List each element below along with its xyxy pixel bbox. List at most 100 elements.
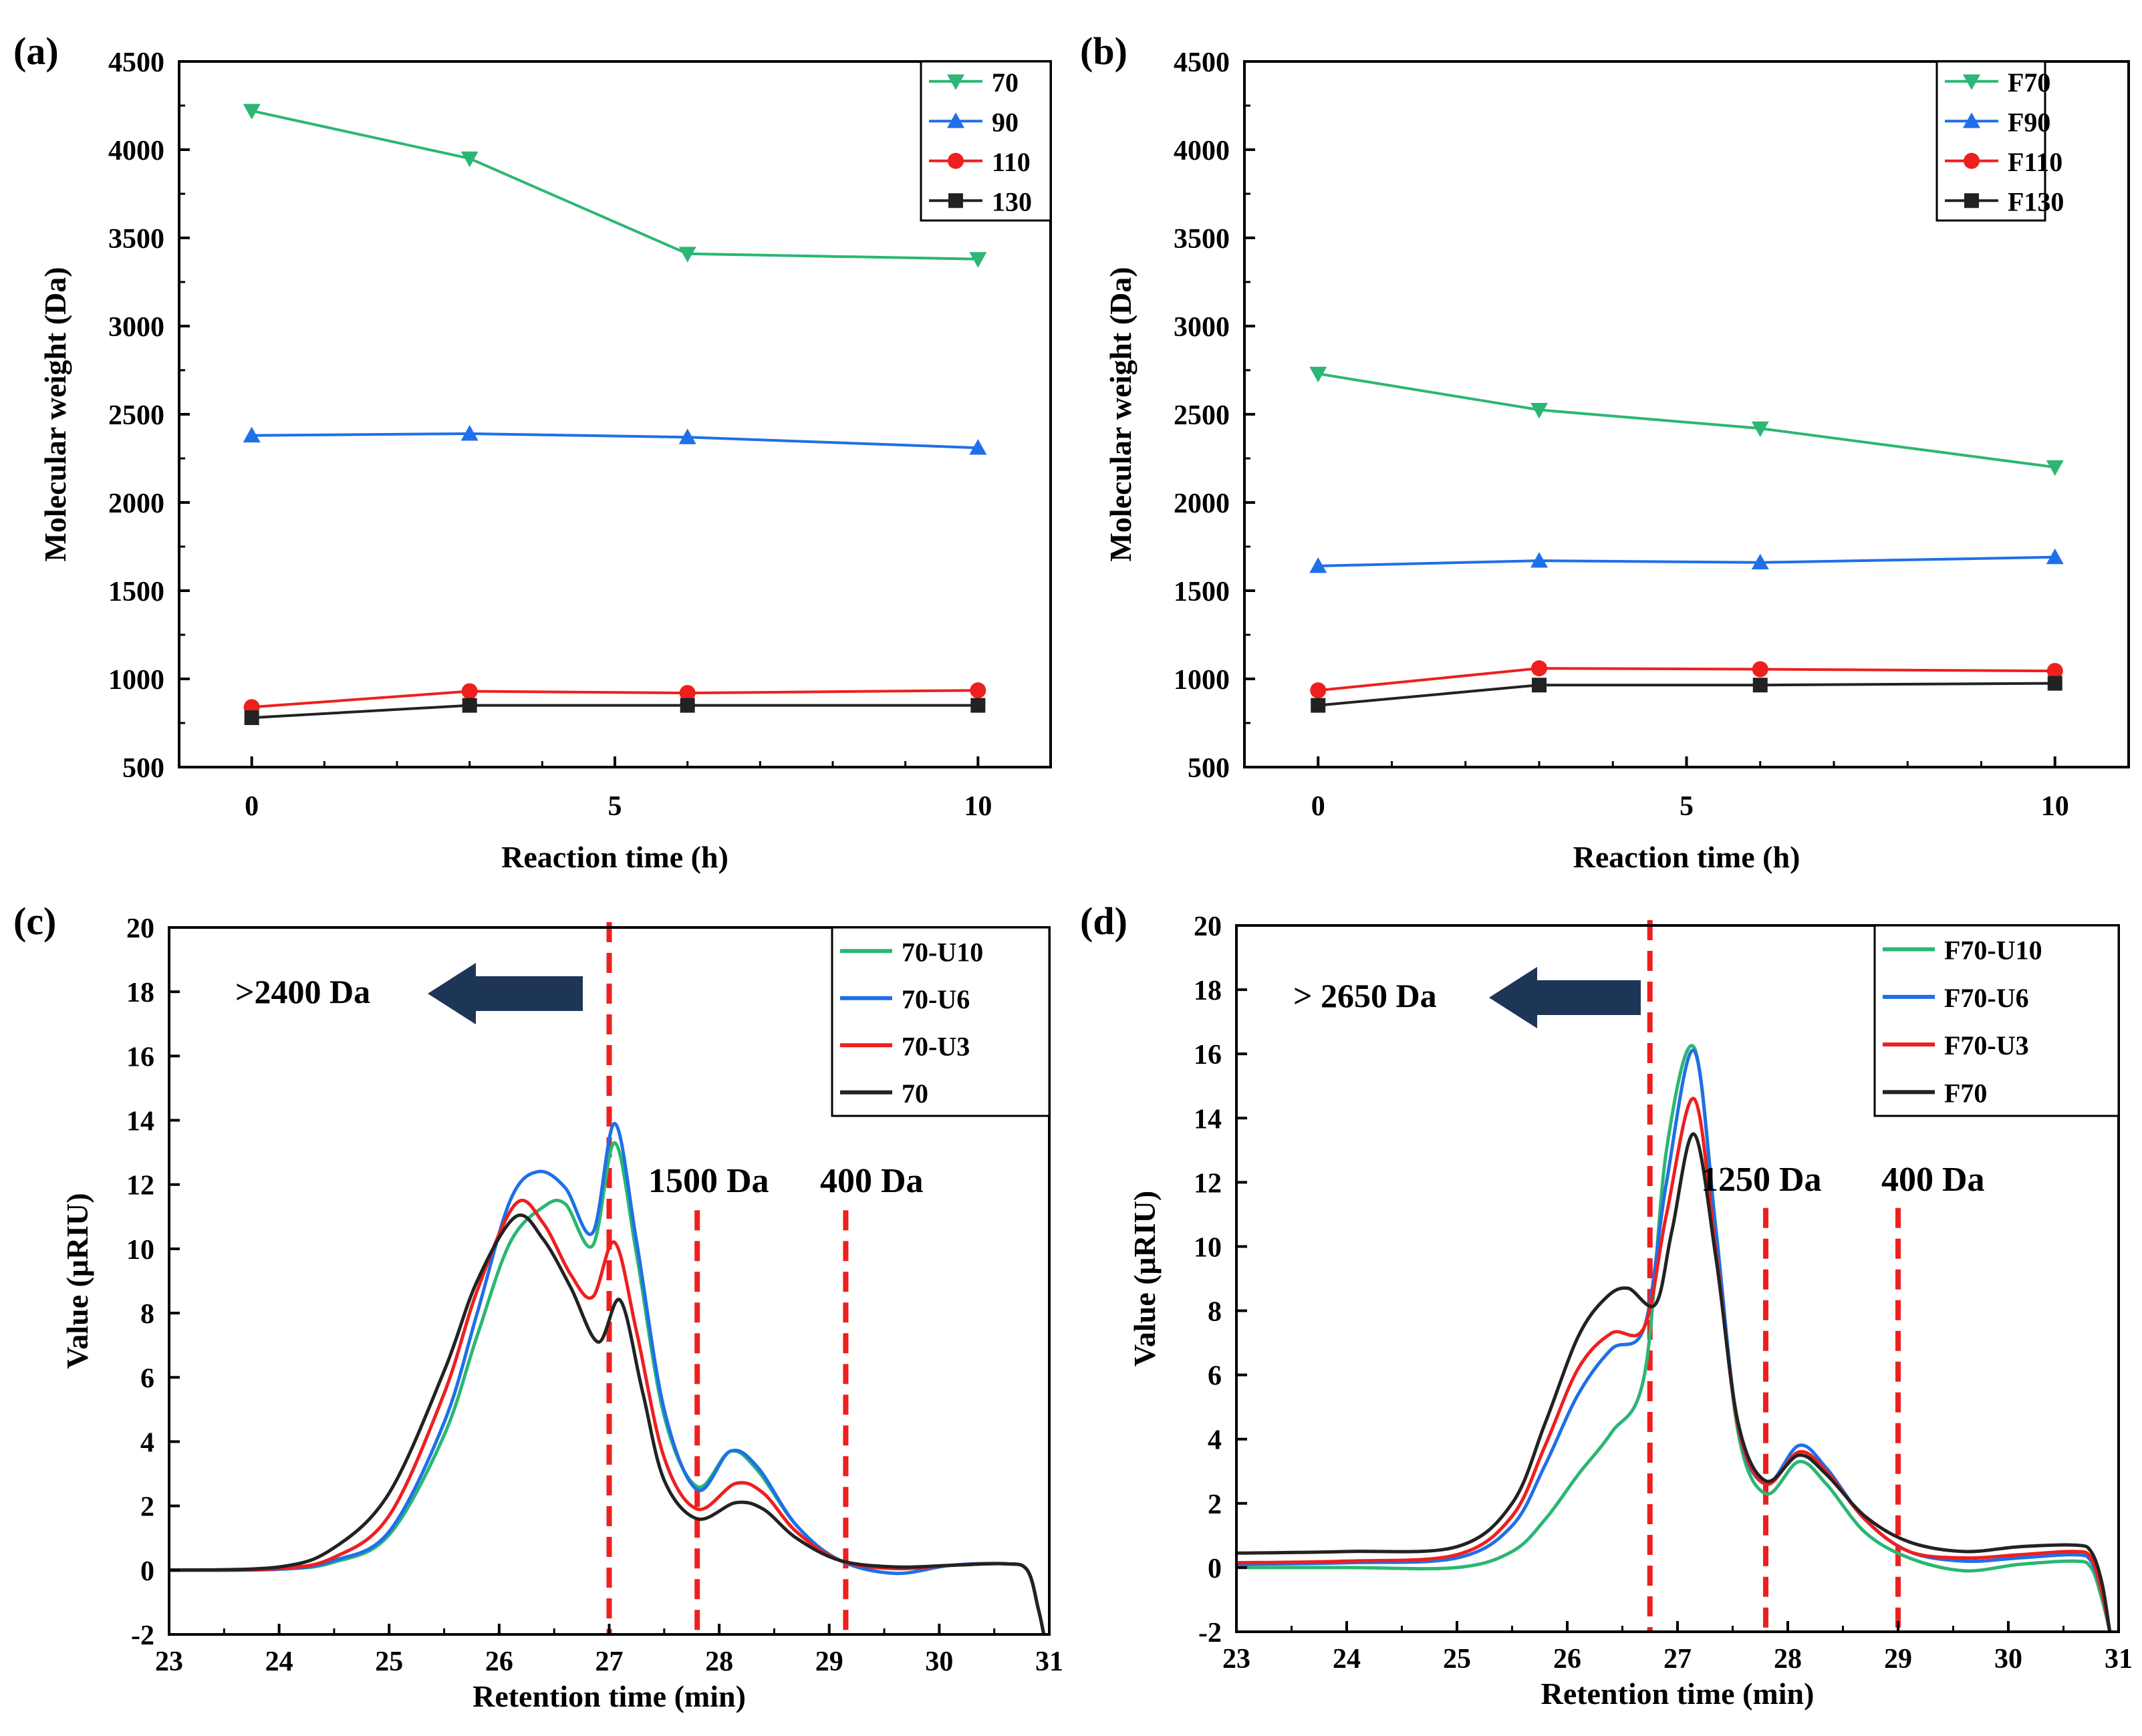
- x-tick-label: 10: [2041, 791, 2069, 822]
- y-tick-label: 6: [140, 1363, 154, 1394]
- plot-frame: [178, 60, 1052, 768]
- data-point: [1532, 678, 1547, 693]
- data-point: [1530, 552, 1548, 568]
- y-tick-label: 6: [1208, 1361, 1222, 1392]
- series-line: [1318, 555, 2055, 567]
- size-annotation: > 2650 Da: [1293, 977, 1437, 1014]
- x-axis-label: Retention time (min): [473, 1679, 746, 1713]
- data-point: [1310, 682, 1327, 699]
- y-axis-label: Molecular weight (Da): [1103, 267, 1137, 561]
- left-arrow-icon: [1489, 967, 1641, 1028]
- series-F110: [1310, 660, 2063, 699]
- y-tick-label: 2000: [1174, 488, 1230, 519]
- legend-label: F110: [2008, 147, 2062, 177]
- series-line: [251, 689, 978, 709]
- y-tick-label: 4: [140, 1427, 154, 1458]
- x-axis-label: Reaction time (h): [1573, 840, 1800, 874]
- legend: F70 F90 F110 F130: [1935, 60, 2064, 222]
- x-tick-label: 23: [1222, 1644, 1250, 1675]
- legend-label: 110: [992, 147, 1031, 177]
- size-annotation: 400 Da: [820, 1162, 924, 1200]
- data-point: [2046, 663, 2063, 680]
- legend-marker: [948, 193, 963, 208]
- legend: F70-U10 F70-U6 F70-U3 F70: [1873, 924, 2120, 1117]
- x-tick-label: 27: [1663, 1644, 1692, 1675]
- series-70-U6: [168, 1121, 1046, 1635]
- data-point: [462, 698, 477, 713]
- y-tick-label: 4: [1208, 1425, 1222, 1456]
- x-tick-label: 30: [925, 1646, 953, 1677]
- x-tick-label: 24: [265, 1646, 293, 1677]
- legend-marker: [1963, 112, 1980, 128]
- data-point: [678, 428, 696, 444]
- y-tick-label: 3000: [1174, 312, 1230, 343]
- x-tick-label: 0: [1311, 791, 1325, 822]
- data-point: [1752, 661, 1768, 678]
- data-point: [679, 685, 696, 702]
- series-line: [1318, 682, 2055, 707]
- y-tick-label: 12: [126, 1171, 154, 1201]
- legend-label: F130: [2008, 186, 2064, 216]
- legend-marker: [1964, 152, 1980, 169]
- series-70: [168, 1213, 1046, 1635]
- size-annotation: 1250 Da: [1701, 1161, 1822, 1199]
- y-tick-label: 3500: [1174, 224, 1230, 255]
- x-tick-label: 0: [245, 791, 259, 822]
- legend-label: F70-U3: [1944, 1030, 2029, 1060]
- series-line: [251, 432, 978, 450]
- y-tick-label: 2500: [108, 400, 164, 431]
- x-tick-label: 31: [1035, 1646, 1063, 1677]
- y-tick-label: 500: [1188, 753, 1230, 784]
- x-tick-label: 25: [1443, 1644, 1471, 1675]
- legend-label: 130: [992, 186, 1032, 216]
- x-tick-label: 25: [375, 1646, 403, 1677]
- y-tick-label: 8: [1208, 1297, 1222, 1328]
- data-point: [1530, 403, 1548, 419]
- legend-marker: [948, 152, 964, 169]
- data-point: [460, 151, 479, 168]
- legend-box: [920, 60, 1052, 222]
- panel-label: (c): [13, 899, 56, 943]
- y-tick-label: 8: [140, 1299, 154, 1330]
- y-tick-label: 4500: [108, 47, 164, 78]
- legend: 70 90 110 130: [920, 60, 1052, 222]
- y-tick-label: 3500: [108, 224, 164, 255]
- data-point: [243, 426, 261, 443]
- y-tick-label: 4000: [108, 136, 164, 166]
- legend-label: 70-U6: [902, 984, 970, 1014]
- series-F70: [1309, 366, 2064, 476]
- legend-label: 70-U10: [902, 937, 983, 967]
- y-tick-label: 2000: [108, 488, 164, 519]
- data-point: [2047, 676, 2062, 691]
- series-line: [251, 704, 978, 720]
- x-axis-label: Reaction time (h): [501, 840, 728, 874]
- y-tick-label: 4500: [1174, 47, 1230, 78]
- panel-label: (b): [1080, 29, 1127, 73]
- data-point: [1751, 553, 1769, 570]
- y-tick-label: 500: [122, 753, 164, 784]
- series-110: [243, 682, 986, 716]
- left-arrow-icon: [428, 963, 583, 1024]
- legend-label: 70-U3: [902, 1031, 970, 1061]
- series-90: [243, 425, 987, 455]
- series-line: [1317, 372, 2056, 469]
- data-point: [461, 683, 478, 700]
- data-point: [1311, 698, 1326, 713]
- series-70: [243, 104, 987, 268]
- panel-label: (a): [13, 29, 59, 73]
- y-tick-label: 12: [1194, 1168, 1222, 1199]
- legend-marker: [947, 74, 964, 90]
- x-tick-label: 5: [1680, 791, 1694, 822]
- panel-a: (a) 500 1000 1500 2000 2500 3000 3500 4000 4500 0 5…: [13, 29, 1052, 874]
- legend-box: [1935, 60, 2046, 222]
- y-axis-label: Value (μRIU): [60, 1193, 94, 1368]
- y-tick-label: 4000: [1174, 136, 1230, 166]
- y-tick-label: 0: [140, 1556, 154, 1587]
- series-line: [168, 1213, 1046, 1635]
- series-line: [168, 1121, 1046, 1635]
- legend-label: 70: [902, 1078, 928, 1109]
- x-tick-label: 29: [815, 1646, 843, 1677]
- data-point: [243, 104, 261, 120]
